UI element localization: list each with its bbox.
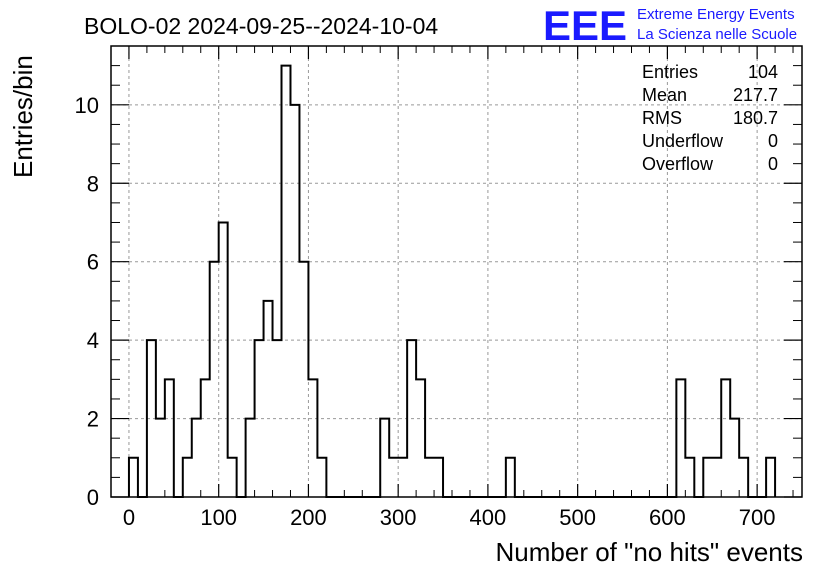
eee-logo: EEE	[543, 2, 627, 49]
x-tick-label: 100	[200, 505, 237, 530]
logo-line-1: Extreme Energy Events	[637, 6, 795, 23]
stat-label: RMS	[642, 108, 682, 128]
x-tick-label: 300	[380, 505, 417, 530]
y-tick-label: 6	[87, 250, 99, 275]
stat-label: Overflow	[642, 154, 714, 174]
x-tick-label: 500	[559, 505, 596, 530]
y-tick-label: 10	[75, 93, 99, 118]
x-axis-label: Number of "no hits" events	[496, 537, 804, 567]
x-tick-label: 0	[123, 505, 135, 530]
y-tick-label: 8	[87, 171, 99, 196]
stat-value: 217.7	[733, 85, 778, 105]
tick-labels: 0 100 200 300 400 500 600 700 0 2 4 6 8 10	[75, 93, 776, 530]
histogram-series	[127, 64, 777, 498]
grid-lines	[111, 46, 802, 497]
stat-label: Entries	[642, 62, 698, 82]
y-tick-label: 0	[87, 485, 99, 510]
stat-value: 104	[748, 62, 778, 82]
stat-value: 180.7	[733, 108, 778, 128]
plot-frame	[110, 45, 803, 498]
x-tick-label: 700	[739, 505, 776, 530]
axis-ticks	[110, 45, 802, 498]
chart-title: BOLO-02 2024-09-25--2024-10-04	[84, 13, 438, 39]
y-tick-label: 4	[87, 328, 99, 353]
stat-value: 0	[768, 131, 778, 151]
y-tick-label: 2	[87, 407, 99, 432]
stat-label: Mean	[642, 85, 687, 105]
stat-label: Underflow	[642, 131, 724, 151]
x-tick-label: 400	[470, 505, 507, 530]
stat-value: 0	[768, 154, 778, 174]
x-tick-label: 600	[649, 505, 686, 530]
x-tick-label: 200	[290, 505, 327, 530]
y-axis-label: Entries/bin	[8, 55, 38, 178]
stats-box: Entries 104 Mean 217.7 RMS 180.7 Underflow 0 Ove…	[642, 62, 778, 174]
logo-line-2: La Scienza nelle Scuole	[637, 26, 797, 43]
